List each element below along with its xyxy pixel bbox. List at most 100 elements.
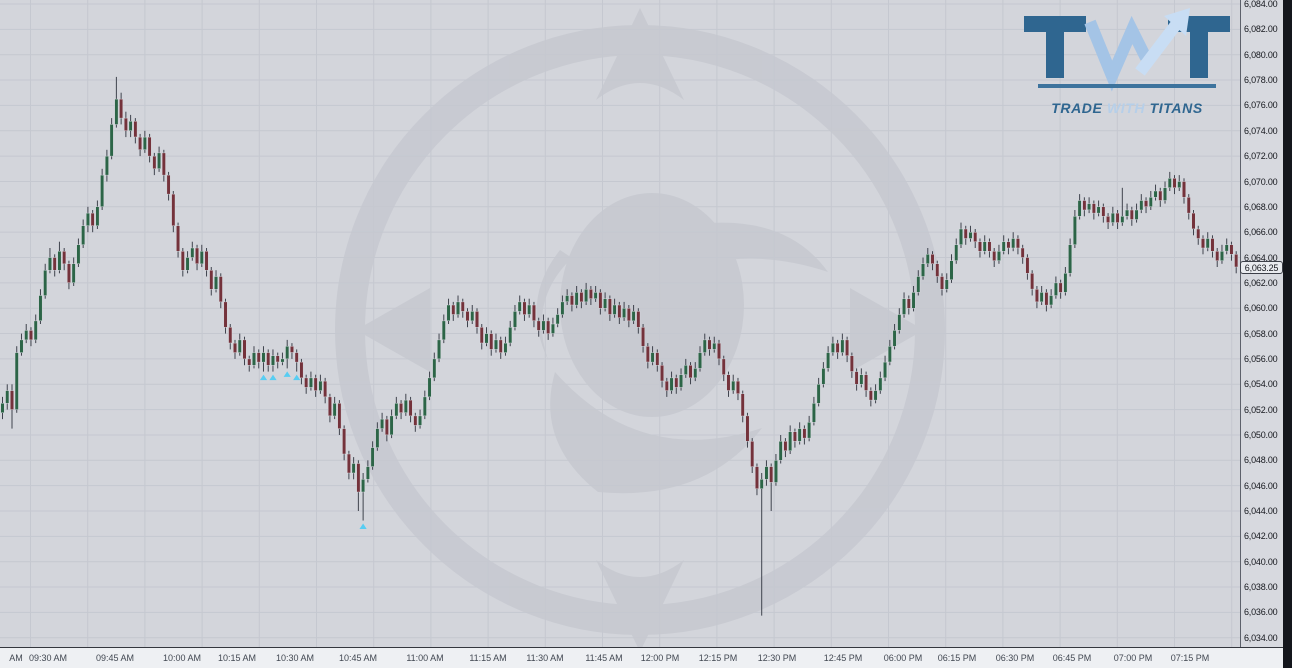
candlestick bbox=[100, 168, 105, 210]
candlestick bbox=[104, 149, 109, 182]
candlestick bbox=[1129, 206, 1134, 226]
candlestick bbox=[323, 377, 328, 404]
candlestick bbox=[185, 251, 190, 274]
candlestick bbox=[1167, 171, 1172, 191]
candlestick bbox=[707, 336, 712, 356]
price-tick-label: 6,044.00 bbox=[1244, 506, 1278, 516]
time-axis[interactable]: AM 09:30 AM 09:45 AM 10:00 AM 10:15 AM 10:30 … bbox=[0, 647, 1283, 668]
candlestick bbox=[840, 333, 845, 356]
candlestick bbox=[252, 346, 256, 369]
candlestick bbox=[845, 336, 850, 363]
candlestick bbox=[617, 301, 622, 324]
candlestick bbox=[204, 248, 209, 277]
candlestick bbox=[290, 343, 294, 359]
time-tick-label: 07:15 PM bbox=[1170, 653, 1210, 663]
candlestick bbox=[607, 295, 612, 321]
candlestick bbox=[1224, 238, 1229, 255]
price-axis[interactable]: 6,084.00 6,082.00 6,080.00 6,078.00 6,076.00… bbox=[1240, 0, 1284, 647]
candlestick bbox=[802, 425, 807, 445]
candlestick bbox=[109, 118, 114, 160]
time-tick-label: 11:15 AM bbox=[469, 653, 507, 663]
candlestick bbox=[830, 336, 835, 356]
candlestick bbox=[1229, 241, 1234, 261]
candlestick bbox=[332, 396, 337, 420]
candlestick bbox=[669, 371, 674, 394]
buy-signal-icon bbox=[293, 374, 301, 381]
candlestick bbox=[399, 400, 403, 420]
price-tick-label: 6,038.00 bbox=[1244, 582, 1278, 593]
candlestick bbox=[214, 270, 218, 293]
candlestick bbox=[470, 305, 475, 324]
candlestick bbox=[1234, 251, 1239, 274]
time-tick-label: 12:30 PM bbox=[757, 653, 797, 663]
candlestick bbox=[811, 396, 816, 426]
candlestick bbox=[883, 355, 887, 382]
price-tick-label: 6,084.00 bbox=[1244, 0, 1278, 9]
candlestick bbox=[826, 346, 831, 372]
candlestick bbox=[233, 339, 237, 359]
candlestick bbox=[95, 200, 100, 229]
candlestick bbox=[864, 371, 868, 397]
brand-tagline: TRADE WITH TITANS bbox=[1022, 100, 1232, 116]
candlestick bbox=[911, 286, 916, 312]
candlestick bbox=[1134, 203, 1139, 223]
candlestick bbox=[43, 263, 48, 299]
time-tick-label: 06:00 PM bbox=[883, 653, 923, 663]
candlestick bbox=[930, 251, 935, 271]
candlestick bbox=[90, 210, 95, 233]
candlestick bbox=[180, 248, 185, 277]
candlestick bbox=[384, 415, 389, 442]
candlestick bbox=[612, 298, 617, 318]
candlestick bbox=[479, 324, 484, 350]
candlestick bbox=[123, 111, 128, 138]
candlestick bbox=[636, 308, 641, 334]
candlestick bbox=[503, 336, 508, 356]
candlestick bbox=[380, 412, 384, 432]
candlestick bbox=[342, 425, 347, 461]
time-tick-label: 07:00 PM bbox=[1113, 653, 1153, 663]
candlestick bbox=[892, 324, 897, 350]
collapsed-panel-strip[interactable] bbox=[1283, 0, 1292, 668]
candlestick bbox=[954, 238, 959, 264]
candlestick bbox=[375, 422, 380, 451]
candlestick bbox=[48, 248, 52, 274]
candlestick bbox=[854, 368, 859, 391]
price-tick-label: 6,046.00 bbox=[1244, 480, 1278, 491]
candlestick bbox=[588, 286, 593, 305]
candlestick bbox=[1139, 194, 1144, 214]
candlestick bbox=[81, 219, 86, 248]
candlestick bbox=[992, 248, 997, 267]
candlestick bbox=[940, 273, 944, 296]
candlestick bbox=[660, 362, 664, 388]
candlestick bbox=[237, 333, 242, 356]
candlestick bbox=[351, 457, 356, 480]
price-tick-label: 6,072.00 bbox=[1244, 151, 1278, 162]
candlestick bbox=[650, 346, 655, 366]
candlestick bbox=[408, 396, 413, 423]
candlestick bbox=[736, 377, 740, 401]
candlestick bbox=[1058, 279, 1063, 299]
candlestick bbox=[1068, 238, 1073, 277]
candlestick bbox=[432, 352, 437, 382]
candlestick bbox=[916, 270, 921, 296]
candlestick bbox=[1016, 235, 1020, 255]
candlestick bbox=[1158, 187, 1163, 207]
candlestick bbox=[1053, 276, 1058, 299]
candlestick bbox=[868, 387, 873, 407]
candlestick bbox=[655, 349, 660, 372]
candlestick bbox=[626, 305, 631, 328]
candlestick bbox=[565, 289, 570, 305]
candlestick bbox=[1101, 203, 1106, 223]
price-tick-label: 6,082.00 bbox=[1244, 24, 1278, 35]
candlestick bbox=[717, 339, 721, 366]
candlestick bbox=[489, 330, 494, 356]
candlestick bbox=[584, 282, 589, 305]
time-tick-label: 09:45 AM bbox=[95, 653, 135, 663]
candlestick bbox=[33, 314, 38, 344]
candlestick bbox=[5, 384, 10, 410]
tagline-word-with: WITH bbox=[1106, 100, 1146, 116]
candlestick bbox=[1039, 286, 1044, 305]
price-tick-label: 6,060.00 bbox=[1244, 303, 1278, 314]
